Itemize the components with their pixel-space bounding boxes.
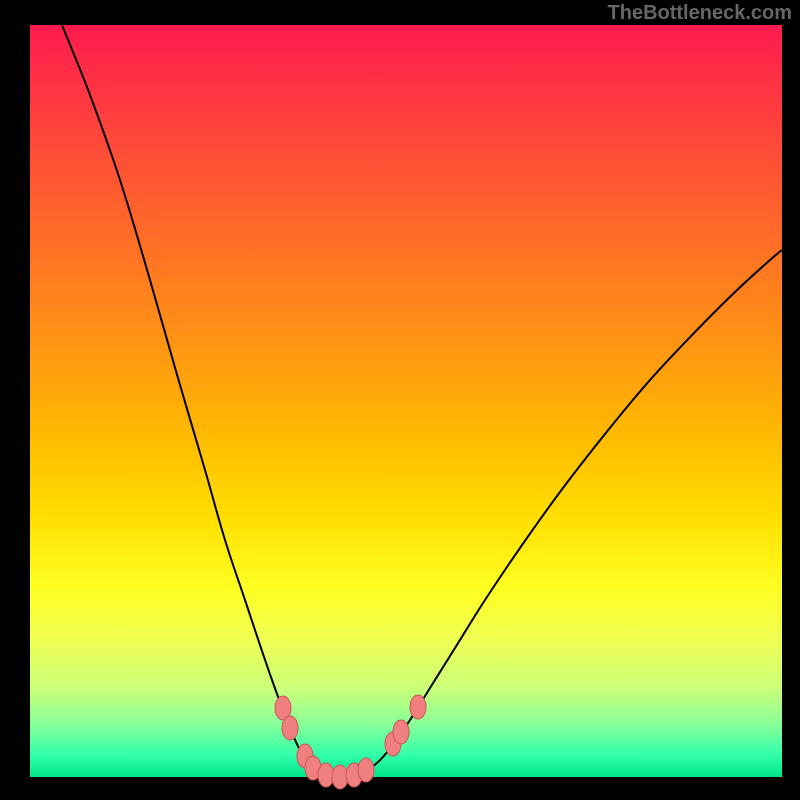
bottleneck-curve [62, 25, 782, 777]
marker-group [275, 695, 426, 789]
data-marker [393, 720, 409, 744]
data-marker [410, 695, 426, 719]
watermark-text: TheBottleneck.com [608, 2, 792, 25]
chart-plot-area [30, 25, 782, 777]
data-marker [282, 716, 298, 740]
curve-layer [0, 0, 800, 800]
data-marker [358, 758, 374, 782]
